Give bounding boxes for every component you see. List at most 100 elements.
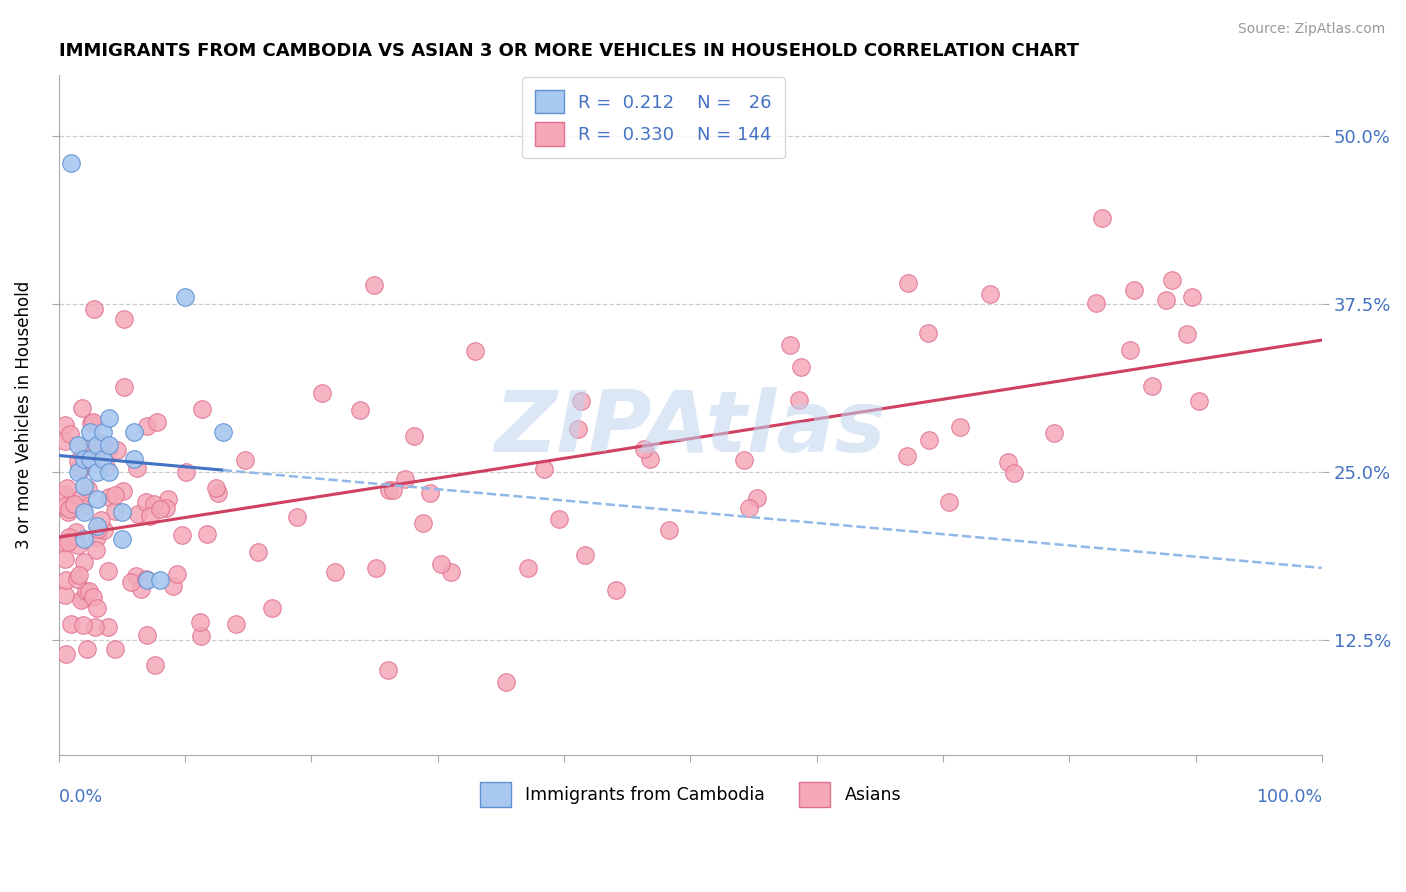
Point	[1140, 379, 1163, 393]
Point	[790, 359, 813, 374]
Point	[111, 533, 134, 547]
Point	[73, 505, 96, 519]
Point	[86, 519, 108, 533]
Point	[135, 627, 157, 641]
Point	[94, 459, 117, 474]
Point	[53, 535, 76, 549]
Point	[63, 497, 86, 511]
Point	[72, 618, 94, 632]
Point	[190, 629, 212, 643]
Point	[789, 392, 811, 407]
Point	[638, 452, 661, 467]
Point	[112, 380, 135, 394]
Point	[73, 555, 96, 569]
Point	[517, 560, 540, 574]
Point	[53, 417, 76, 432]
Point	[1188, 394, 1211, 409]
Point	[135, 572, 157, 586]
Point	[72, 591, 94, 605]
Point	[737, 500, 759, 515]
Point	[363, 278, 385, 293]
Point	[440, 565, 463, 579]
Point	[93, 523, 115, 537]
Point	[918, 433, 941, 447]
Point	[98, 438, 121, 452]
Point	[897, 277, 920, 291]
Point	[104, 488, 127, 502]
Point	[66, 572, 89, 586]
Point	[60, 155, 83, 169]
Point	[87, 522, 110, 536]
Point	[997, 455, 1019, 469]
Point	[84, 445, 107, 459]
Point	[73, 441, 96, 455]
Point	[195, 527, 218, 541]
Point	[162, 579, 184, 593]
Point	[548, 512, 571, 526]
Point	[166, 566, 188, 581]
Point	[82, 415, 104, 429]
Point	[745, 491, 768, 505]
Point	[58, 530, 80, 544]
Point	[70, 593, 93, 607]
Point	[311, 385, 333, 400]
Point	[495, 674, 517, 689]
Point	[79, 583, 101, 598]
Point	[69, 492, 91, 507]
Point	[1091, 211, 1114, 225]
Point	[225, 617, 247, 632]
Point	[66, 453, 89, 467]
Point	[90, 513, 112, 527]
Point	[394, 472, 416, 486]
Point	[285, 509, 308, 524]
Text: 100.0%: 100.0%	[1256, 789, 1322, 806]
Point	[86, 600, 108, 615]
Point	[569, 394, 592, 409]
Point	[59, 426, 82, 441]
Point	[917, 326, 939, 341]
Point	[129, 582, 152, 596]
Point	[896, 449, 918, 463]
Point	[1161, 273, 1184, 287]
Point	[134, 495, 156, 509]
Point	[205, 481, 228, 495]
Point	[574, 548, 596, 562]
Point	[53, 500, 76, 514]
Point	[56, 481, 79, 495]
Point	[246, 545, 269, 559]
Point	[1119, 343, 1142, 357]
Point	[207, 486, 229, 500]
Point	[84, 543, 107, 558]
Point	[136, 573, 159, 587]
Point	[69, 461, 91, 475]
Point	[1122, 284, 1144, 298]
Point	[1043, 425, 1066, 440]
Point	[91, 425, 114, 439]
Point	[82, 591, 104, 605]
Point	[97, 443, 120, 458]
Point	[349, 403, 371, 417]
Point	[323, 565, 346, 579]
Point	[104, 642, 127, 657]
Point	[83, 301, 105, 316]
Text: 0.0%: 0.0%	[59, 789, 103, 806]
Point	[72, 401, 94, 415]
Point	[104, 504, 127, 518]
Point	[53, 434, 76, 448]
Point	[66, 438, 89, 452]
Point	[155, 500, 177, 515]
Point	[262, 601, 284, 615]
Point	[111, 505, 134, 519]
Point	[97, 490, 120, 504]
Point	[938, 495, 960, 509]
Point	[533, 461, 555, 475]
Point	[105, 442, 128, 457]
Point	[98, 465, 121, 479]
Point	[143, 658, 166, 673]
Point	[53, 552, 76, 566]
Point	[53, 588, 76, 602]
Point	[55, 573, 77, 587]
Point	[79, 451, 101, 466]
Point	[124, 425, 146, 439]
Point	[86, 438, 108, 452]
